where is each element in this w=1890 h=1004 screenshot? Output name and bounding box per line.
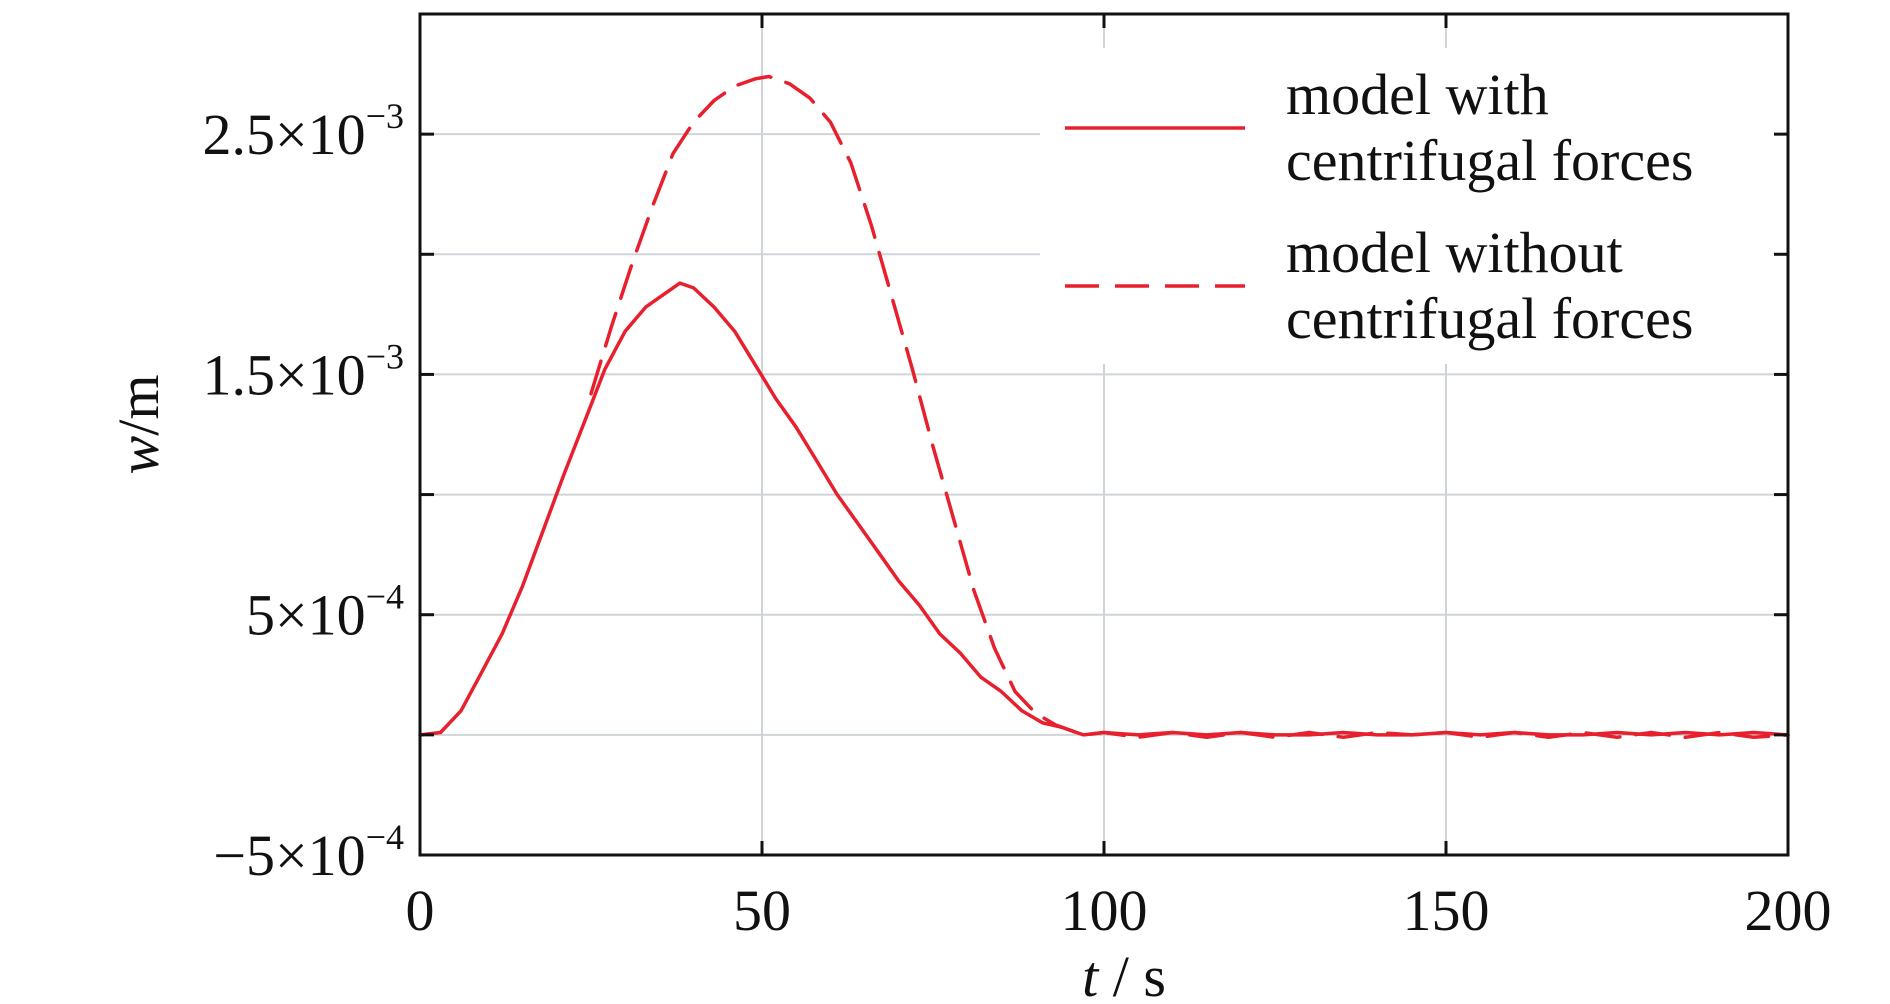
axis-labels: 0 50 100 150 200 −5×10−4 5×10−4 1.5×10−3 2.5×10−… xyxy=(106,96,1832,1004)
x-tick-label: 50 xyxy=(733,878,791,943)
x-tick-label: 0 xyxy=(406,878,435,943)
series-line-1 xyxy=(418,281,1790,737)
legend-label-2: centrifugal forces xyxy=(1286,286,1693,351)
legend-label-2: model without xyxy=(1286,220,1623,285)
x-axis-title: t / s xyxy=(1082,944,1166,1004)
y-tick-label: −5×10−4 xyxy=(213,817,404,888)
x-tick-label: 100 xyxy=(1061,878,1148,943)
legend-label-1: centrifugal forces xyxy=(1286,128,1693,193)
legend-box xyxy=(1040,48,1780,364)
ticks xyxy=(418,14,1790,857)
legend-label-1: model with xyxy=(1286,62,1549,127)
x-tick-label: 150 xyxy=(1403,878,1490,943)
y-tick-label: 1.5×10−3 xyxy=(202,336,404,407)
y-tick-label: 5×10−4 xyxy=(246,577,404,648)
y-axis-title: w/m xyxy=(106,375,171,475)
series-layer xyxy=(418,74,1790,740)
y-tick-label: 2.5×10−3 xyxy=(202,96,404,167)
x-tick-label: 200 xyxy=(1745,878,1832,943)
series-line-2 xyxy=(589,74,1790,740)
